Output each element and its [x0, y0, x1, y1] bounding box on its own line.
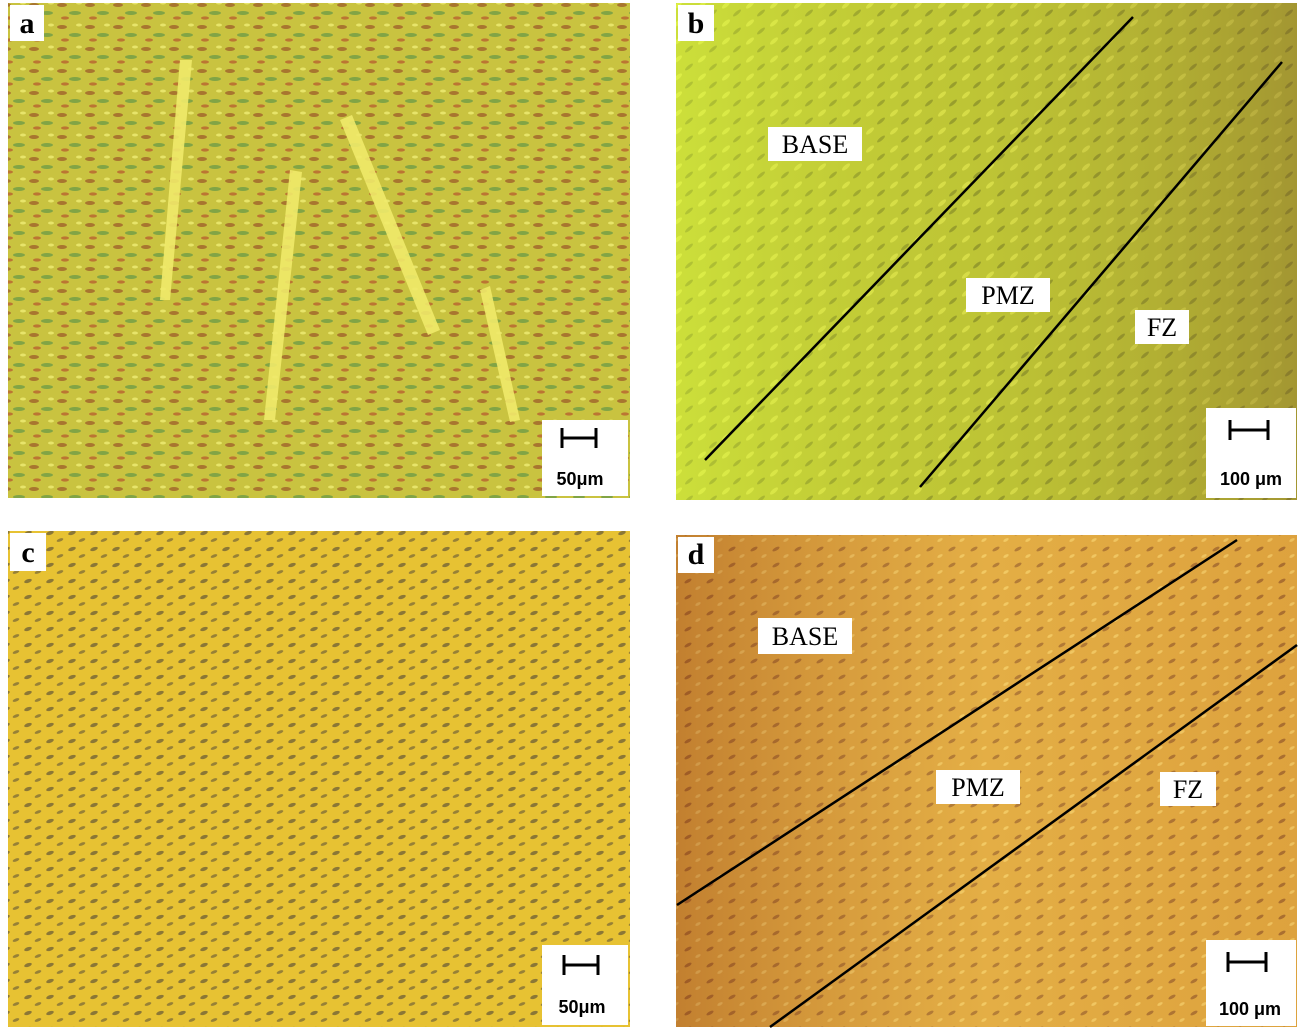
panel-c: c 50μm — [8, 531, 630, 1027]
panel-label: a — [20, 7, 35, 40]
shading — [676, 3, 1297, 500]
zone-label: PMZ — [951, 773, 1004, 802]
panel-label: d — [688, 538, 705, 571]
zone-label: FZ — [1147, 313, 1177, 342]
zone-label: FZ — [1173, 775, 1203, 804]
scale-text: 100 μm — [1220, 469, 1282, 489]
zone-label: PMZ — [981, 281, 1034, 310]
scale-text: 50μm — [558, 997, 605, 1017]
panel-b: b BASE PMZ FZ 100 μm — [676, 3, 1297, 500]
panel-d: d BASE PMZ FZ 100 μm — [676, 535, 1297, 1027]
page: a 50μm b BASE PMZ FZ 100 μm c 50μm d BAS… — [0, 0, 1302, 1029]
zone-label: BASE — [782, 130, 848, 159]
micrograph — [8, 3, 630, 498]
scale-text: 100 μm — [1219, 999, 1281, 1019]
figure: a 50μm b BASE PMZ FZ 100 μm c 50μm d BAS… — [0, 0, 1302, 1029]
panel-label: b — [688, 7, 705, 40]
micrograph — [8, 531, 630, 1027]
panel-a: a 50μm — [8, 3, 630, 498]
zone-label: BASE — [772, 622, 838, 651]
scale-text: 50μm — [556, 469, 603, 489]
panel-label: c — [21, 536, 34, 569]
